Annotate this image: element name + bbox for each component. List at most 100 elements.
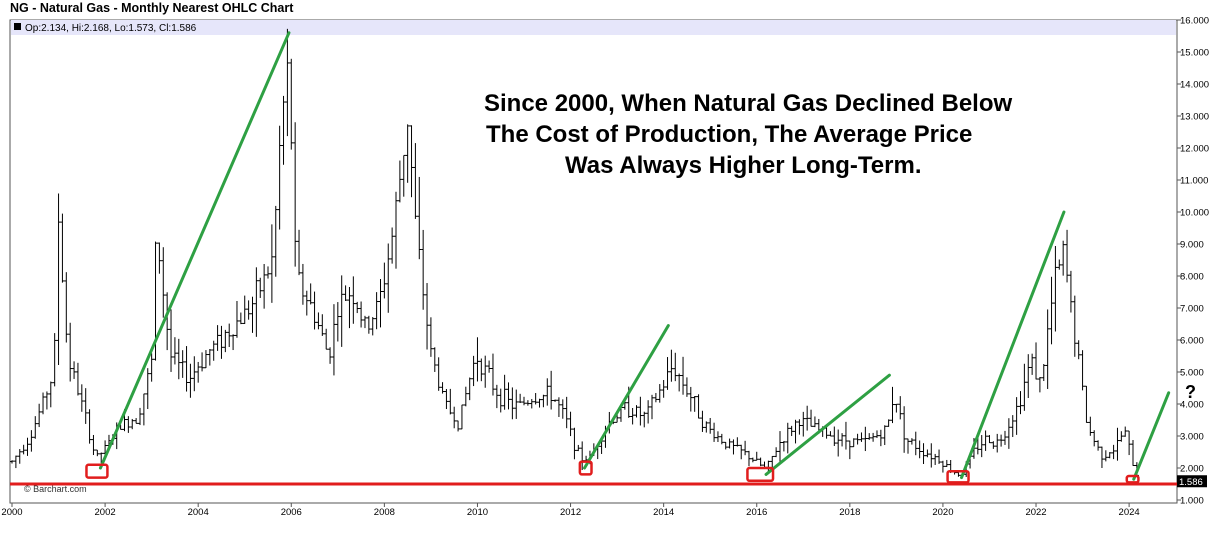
ohlc-bar — [444, 388, 449, 410]
ohlc-bar — [413, 143, 418, 219]
ohlc-bar — [812, 416, 817, 428]
ohlc-bar — [83, 388, 88, 424]
ohlc-bar — [719, 433, 724, 445]
y-tick-label: 10.000 — [1180, 208, 1209, 219]
ohlc-bar — [801, 411, 806, 437]
y-tick-label: 4.000 — [1180, 400, 1204, 411]
ohlc-bar — [937, 449, 942, 464]
ohlc-bar — [328, 347, 333, 364]
ohlc-bar — [715, 431, 720, 442]
ohlc-bar — [1096, 440, 1101, 451]
ohlc-bar — [739, 444, 744, 460]
ohlc-bar — [781, 440, 786, 452]
ohlc-bar — [549, 370, 554, 410]
ohlc-bar — [285, 28, 290, 137]
ohlc-bar — [778, 431, 783, 462]
ohlc-bar — [165, 292, 170, 351]
ohlc-bar — [13, 455, 18, 469]
trend-line — [960, 210, 1066, 480]
ohlc-bar — [556, 397, 561, 417]
ohlc-bar — [1099, 446, 1104, 469]
ohlc-bar — [518, 393, 523, 403]
ohlc-bar — [258, 277, 263, 298]
ohlc-bar — [940, 460, 945, 473]
ohlc-bar — [52, 333, 57, 387]
ohlc-bar — [25, 437, 30, 456]
ohlc-bar — [269, 224, 274, 303]
ohlc-bar — [227, 323, 232, 348]
ohlc-bar — [665, 357, 670, 390]
ohlc-bar — [746, 450, 751, 467]
annotation-line-2: The Cost of Production, The Average Pric… — [486, 121, 972, 148]
ohlc-bar — [339, 275, 344, 347]
trend-line — [583, 324, 670, 470]
ohlc-bar — [459, 404, 464, 430]
ohlc-bar — [432, 347, 437, 372]
ohlc-bar — [843, 421, 848, 450]
ohlc-bar — [735, 437, 740, 447]
ohlc-bar — [522, 396, 527, 406]
ohlc-bar — [525, 400, 530, 406]
ohlc-bar — [657, 384, 662, 403]
question-mark: ? — [1185, 382, 1196, 402]
ohlc-bar — [95, 449, 100, 457]
ohlc-bar — [564, 396, 569, 429]
ohlc-bar — [405, 124, 410, 183]
x-tick-label: 2010 — [467, 507, 488, 518]
ohlc-bar — [723, 441, 728, 450]
ohlc-bar — [362, 315, 367, 329]
y-tick-label: 15.000 — [1180, 48, 1209, 59]
ohlc-bar — [1057, 259, 1062, 270]
ohlc-bar — [634, 405, 639, 418]
ohlc-bar — [355, 301, 360, 314]
ohlc-bar — [793, 419, 798, 444]
trend-line — [1132, 391, 1171, 481]
ohlc-bar — [277, 125, 282, 230]
x-tick-label: 2006 — [281, 507, 302, 518]
ohlc-bar — [898, 396, 903, 420]
ohlc-bar — [366, 315, 371, 334]
ohlc-bar — [157, 242, 162, 274]
ohlc-bar — [394, 191, 399, 269]
ohlc-bar — [754, 451, 759, 461]
ohlc-bar — [452, 406, 457, 429]
ohlc-bar — [541, 394, 546, 408]
ohlc-bar — [289, 58, 294, 150]
y-tick-label: 5.000 — [1180, 368, 1204, 379]
ohlc-bar — [490, 353, 495, 396]
ohlc-bar — [1127, 430, 1132, 456]
ohlc-bar — [650, 394, 655, 420]
ohlc-bar — [863, 426, 868, 452]
ohlc-bar — [242, 295, 247, 324]
ohlc-bar — [250, 296, 255, 333]
ohlc-bar — [1076, 340, 1081, 360]
ohlc-bar — [48, 381, 53, 408]
ohlc-bar — [203, 350, 208, 369]
x-tick-label: 2020 — [932, 507, 953, 518]
ohlc-bar — [1014, 397, 1019, 435]
ohlc-bar — [312, 291, 317, 330]
ohlc-bar — [576, 444, 581, 452]
ohlc-bar — [1123, 426, 1128, 437]
ohlc-bar — [572, 427, 577, 460]
ohlc-bar — [487, 360, 492, 373]
legend-swatch — [14, 23, 21, 30]
ohlc-bar — [207, 348, 212, 366]
ohlc-bar — [254, 267, 259, 337]
ohlc-bar — [467, 377, 472, 401]
ohlc-bar — [1018, 391, 1023, 415]
watermark: © Barchart.com — [24, 484, 87, 494]
overlays: 1.586 — [10, 31, 1207, 488]
ohlc-bar — [169, 309, 174, 372]
ohlc-bar — [316, 312, 321, 330]
ohlc-bar — [463, 386, 468, 407]
ohlc-bar — [370, 317, 375, 336]
chart-title: NG - Natural Gas - Monthly Nearest OHLC … — [10, 1, 294, 15]
ohlc-bar — [262, 263, 267, 309]
low-box — [85, 463, 109, 479]
ohlc-bar — [871, 432, 876, 442]
low-box — [578, 460, 593, 476]
ohlc-bar — [758, 457, 763, 467]
ohlc-bar — [281, 95, 286, 165]
